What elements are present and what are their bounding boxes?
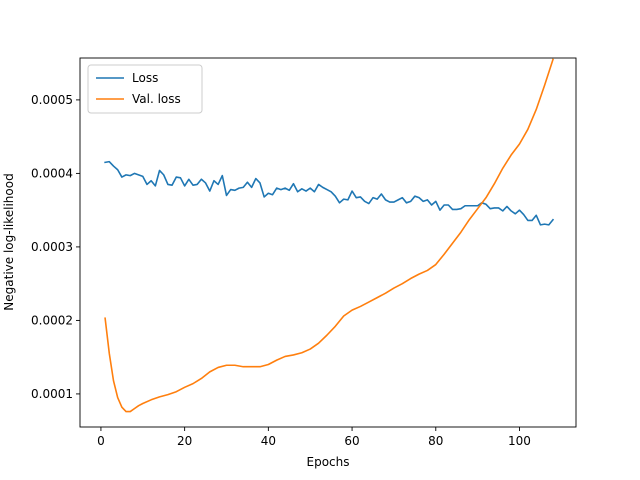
series-layer: [104, 58, 555, 413]
axes-layer: 0 20 40 60 80 100 0.0001 0.0002 0.0003 0.0004 0.00…: [31, 57, 577, 448]
plot-frame: [79, 57, 577, 428]
legend-label-2: Val. loss: [132, 92, 181, 106]
legend: Loss Val. loss: [87, 64, 203, 114]
y-tick-label: 0.0002: [31, 313, 73, 327]
x-axis-label: Epochs: [307, 455, 350, 469]
y-axis-label: Negative log-likelihood: [2, 173, 16, 310]
series-line-1: [104, 160, 555, 226]
legend-box: [87, 64, 203, 114]
legend-label-1: Loss: [132, 71, 158, 85]
x-tick-label: 60: [344, 434, 359, 448]
x-tick-label: 80: [428, 434, 443, 448]
x-tick-label: 0: [97, 434, 105, 448]
x-tick-label: 40: [261, 434, 276, 448]
y-tick-label: 0.0005: [31, 93, 73, 107]
y-tick-label: 0.0004: [31, 166, 73, 180]
y-tick-label: 0.0001: [31, 387, 73, 401]
y-tick-label: 0.0003: [31, 240, 73, 254]
x-tick-label: 20: [177, 434, 192, 448]
series-line-2: [104, 58, 554, 413]
x-tick-label: 100: [508, 434, 531, 448]
